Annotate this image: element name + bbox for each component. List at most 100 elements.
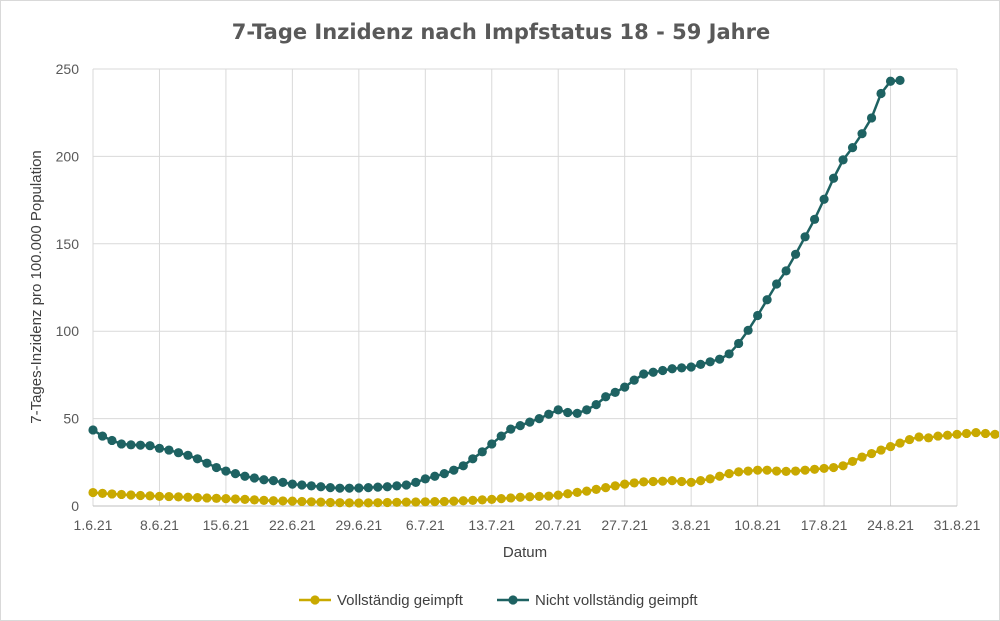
data-point <box>107 435 117 446</box>
data-point <box>534 414 544 424</box>
data-point <box>477 447 487 457</box>
data-point <box>971 427 981 438</box>
data-point <box>639 477 649 487</box>
y-tick-label: 100 <box>56 323 80 339</box>
x-tick-label: 29.6.21 <box>335 517 382 533</box>
data-point <box>306 497 316 507</box>
x-tick-label: 6.7.21 <box>406 517 445 533</box>
y-tick-label: 50 <box>63 411 79 427</box>
gridlines <box>92 68 958 506</box>
data-point <box>591 400 601 410</box>
data-point <box>382 497 392 508</box>
data-point <box>534 491 544 501</box>
data-point <box>914 432 924 442</box>
data-point <box>164 491 174 502</box>
data-point <box>610 481 620 491</box>
data-point <box>477 495 487 505</box>
y-tick-label: 150 <box>56 236 80 252</box>
data-point <box>468 454 478 464</box>
data-point <box>430 497 440 507</box>
data-point <box>790 249 801 259</box>
data-point <box>838 461 848 471</box>
data-point <box>439 469 449 479</box>
data-point <box>629 478 639 488</box>
x-tick-label: 17.8.21 <box>801 517 848 533</box>
chart-title: 7-Tage Inzidenz nach Impfstatus 18 - 59 … <box>232 20 770 44</box>
legend-marker <box>508 595 518 605</box>
data-point <box>183 450 193 460</box>
data-point <box>363 498 373 508</box>
data-point <box>648 476 658 487</box>
data-point <box>278 477 288 487</box>
data-point <box>335 483 345 493</box>
data-point <box>847 143 858 153</box>
data-point <box>933 431 943 441</box>
data-point <box>221 466 231 476</box>
data-point <box>895 438 905 448</box>
data-point <box>658 365 668 376</box>
data-point <box>582 405 592 415</box>
data-point <box>411 497 421 507</box>
data-point <box>847 456 858 467</box>
data-point <box>828 173 839 183</box>
data-point <box>990 429 999 439</box>
legend-marker <box>310 595 320 605</box>
data-point <box>724 349 734 359</box>
x-tick-label: 1.6.21 <box>74 517 113 533</box>
data-point <box>781 266 791 276</box>
data-point <box>734 467 744 477</box>
data-point <box>601 392 611 402</box>
data-point <box>866 113 877 123</box>
y-tick-label: 0 <box>71 498 79 514</box>
data-point <box>553 490 563 500</box>
data-point <box>610 387 620 397</box>
x-tick-label: 27.7.21 <box>601 517 648 533</box>
data-point <box>382 482 392 492</box>
data-point <box>809 464 820 474</box>
data-point <box>325 483 335 493</box>
data-point <box>297 496 307 507</box>
data-point <box>705 474 715 484</box>
data-point <box>240 471 250 481</box>
data-point <box>629 375 639 385</box>
data-point <box>164 445 174 455</box>
data-point <box>544 491 554 501</box>
data-point <box>563 407 573 418</box>
data-point <box>278 496 288 506</box>
data-point <box>126 490 136 500</box>
data-point <box>743 466 753 476</box>
data-point <box>135 440 146 450</box>
series-1 <box>88 427 999 508</box>
data-point <box>468 495 478 506</box>
data-point <box>506 493 516 503</box>
data-point <box>696 359 706 370</box>
data-point <box>268 476 278 486</box>
data-point <box>420 474 430 484</box>
data-point <box>192 454 203 464</box>
data-point <box>487 439 497 449</box>
data-point <box>373 498 383 508</box>
data-point <box>667 476 677 486</box>
data-point <box>173 448 184 458</box>
legend-label: Nicht vollständig geimpft <box>535 592 698 609</box>
legend-label: Vollständig geimpft <box>337 592 464 609</box>
data-point <box>762 465 772 475</box>
data-point <box>192 493 203 503</box>
data-point <box>952 429 962 439</box>
data-point <box>154 443 165 453</box>
data-point <box>183 492 193 502</box>
data-point <box>620 479 630 489</box>
data-point <box>876 88 886 99</box>
data-point <box>287 479 297 489</box>
x-tick-label: 15.6.21 <box>203 517 250 533</box>
data-point <box>819 463 829 474</box>
data-point <box>828 462 839 473</box>
data-point <box>401 497 411 507</box>
data-point <box>354 498 364 508</box>
data-point <box>97 431 108 441</box>
data-point <box>790 466 801 476</box>
data-point <box>297 480 307 490</box>
data-point <box>572 487 582 497</box>
data-point <box>363 483 373 493</box>
data-point <box>230 469 241 479</box>
